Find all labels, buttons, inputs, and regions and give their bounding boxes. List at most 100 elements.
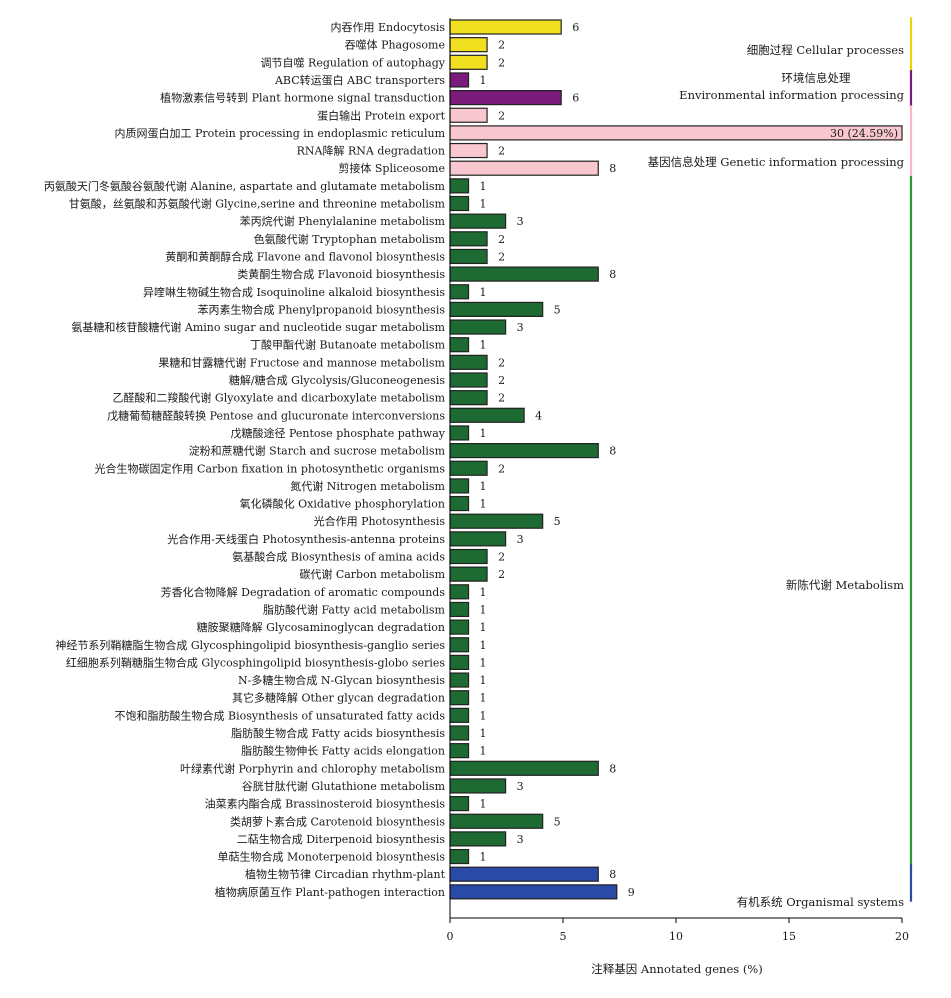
category-label: 油菜素内酯合成 Brassinosteroid biosynthesis (205, 797, 446, 811)
bar (449, 548, 488, 565)
bar (449, 601, 470, 618)
bar (449, 513, 544, 529)
category-label: 神经节系列鞘糖脂生物合成 Glycosphingolipid biosynthe… (55, 638, 445, 652)
x-tick-label: 0 (447, 930, 454, 943)
bar-value-label: 1 (480, 727, 487, 740)
category-label: 脂肪酸生物伸长 Fatty acids elongation (241, 744, 445, 758)
bar-value-label: 8 (609, 162, 616, 175)
category-label: 碳代谢 Carbon metabolism (299, 567, 445, 581)
category-label: 蛋白输出 Protein export (317, 108, 445, 122)
bar (449, 266, 599, 282)
category-label: 糖解/糖合成 Glycolysis/Gluconeogenesis (229, 373, 445, 387)
bar (449, 372, 488, 388)
category-label: 苯丙烷代谢 Phenylalanine metabolism (240, 214, 446, 228)
bar-value-label: 1 (480, 198, 487, 211)
category-label: 植物生物节律 Circadian rhythm-plant (245, 867, 446, 881)
bar-value-label: 3 (517, 533, 524, 546)
bar (449, 54, 488, 70)
bar (449, 425, 470, 441)
bar-value-label: 3 (517, 321, 524, 334)
category-label: 叶绿素代谢 Porphyrin and chlorophy metabolism (180, 761, 446, 775)
bar-value-label: 1 (480, 656, 487, 669)
bar (449, 142, 488, 159)
bar (449, 407, 525, 423)
bar-value-label: 1 (480, 621, 487, 634)
bar-value-label: 1 (480, 692, 487, 705)
category-label: 异喹啉生物碱生物合成 Isoquinoline alkaloid biosynt… (143, 285, 445, 299)
category-label: RNA降解 RNA degradation (297, 144, 445, 158)
bar-value-label: 2 (498, 551, 505, 564)
bar (449, 707, 470, 723)
bar-value-label: 1 (480, 709, 487, 722)
bar-value-label: 3 (517, 833, 524, 846)
group-label: 新陈代谢 Metabolism (786, 578, 904, 592)
bar (449, 160, 599, 176)
bar (449, 460, 488, 476)
bar-value-label: 2 (498, 145, 505, 158)
bar (449, 301, 544, 317)
category-label: 淀粉和蔗糖代谢 Starch and sucrose metabolism (189, 444, 446, 458)
bar (449, 37, 488, 53)
bar-value-label: 8 (609, 268, 616, 281)
bar-value-label: 8 (609, 762, 616, 775)
category-label: 丁酸甲酯代谢 Butanoate metabolism (250, 338, 446, 352)
bar-value-label: 1 (480, 339, 487, 352)
category-label: 内质网蛋白加工 Protein processing in endoplasmi… (114, 126, 445, 140)
category-label: 戊糖葡萄糖醛酸转换 Pentose and glucuronate interc… (107, 408, 445, 422)
category-label: 不饱和脂肪酸生物合成 Biosynthesis of unsaturated f… (115, 708, 446, 722)
bar-value-label: 1 (480, 74, 487, 87)
category-label: 乙醛酸和二羧酸代谢 Glyoxylate and dicarboxylate m… (112, 391, 445, 405)
bar-value-label: 1 (480, 798, 487, 811)
group-label: 细胞过程 Cellular processes (747, 43, 904, 57)
bar (449, 337, 470, 353)
category-label: ABC转运蛋白 ABC transporters (274, 73, 445, 87)
bar (449, 619, 470, 635)
category-label: 光合生物碳固定作用 Carbon fixation in photosynthe… (95, 461, 446, 475)
group-label: 基因信息处理 Genetic information processing (648, 155, 905, 169)
bar (449, 795, 470, 812)
bars-layer: 内吞作用 Endocytosis 6 吞噬体 Phagosome 2 调节自噬 Regu… (44, 19, 903, 900)
bar (449, 866, 599, 882)
category-label: 黄酮和黄酮醇合成 Flavone and flavonol biosynthes… (165, 249, 445, 263)
category-label: 剪接体 Spliceosome (338, 161, 445, 175)
category-label: 氮代谢 Nitrogen metabolism (290, 479, 445, 493)
bar-value-label: 5 (554, 515, 561, 528)
bar-value-label: 1 (480, 498, 487, 511)
category-label: 芳香化合物降解 Degradation of aromatic compound… (161, 585, 446, 599)
bar-value-label: 5 (554, 303, 561, 316)
x-tick-label: 20 (895, 930, 909, 943)
bar (449, 848, 470, 865)
bar-value-label: 4 (535, 409, 542, 422)
category-label: 谷胱甘肽代谢 Glutathione metabolism (242, 779, 446, 793)
bar (449, 584, 470, 600)
bar (449, 354, 488, 370)
x-axis: 0 5 10 15 20 (447, 18, 909, 943)
category-label: 植物激素信号转到 Plant hormone signal transducti… (160, 91, 445, 105)
bar-value-label: 2 (498, 374, 505, 387)
bar (449, 319, 507, 335)
bar (449, 566, 488, 582)
bar-value-label: 9 (628, 886, 635, 899)
bar (449, 743, 470, 759)
bar (449, 89, 562, 106)
bar (449, 831, 507, 847)
category-label: 光合作用-天线蛋白 Photosynthesis-antenna protein… (167, 532, 445, 546)
bar-value-label: 6 (572, 92, 579, 105)
bar-value-label: 3 (517, 780, 524, 793)
category-label: 其它多糖降解 Other glycan degradation (232, 691, 445, 705)
x-axis-title: 注释基因 Annotated genes (%) (591, 962, 762, 976)
category-label: 丙氨酸天门冬氨酸谷氨酸代谢 Alanine, aspartate and glu… (44, 179, 446, 193)
bar-value-label: 2 (498, 56, 505, 69)
category-label: 调节自噬 Regulation of autophagy (261, 55, 446, 69)
bar-value-label: 1 (480, 286, 487, 299)
bar-value-label: 2 (498, 250, 505, 263)
bar (449, 390, 488, 406)
category-label: 色氨酸代谢 Tryptophan metabolism (254, 232, 446, 246)
x-tick-label: 10 (669, 930, 683, 943)
bar (449, 19, 562, 35)
bar (449, 72, 470, 88)
bar (449, 637, 470, 653)
category-label: 糖胺聚糖降解 Glycosaminoglycan degradation (197, 620, 445, 634)
bar-value-label: 2 (498, 233, 505, 246)
category-label: 类胡萝卜素合成 Carotenoid biosynthesis (230, 814, 445, 828)
